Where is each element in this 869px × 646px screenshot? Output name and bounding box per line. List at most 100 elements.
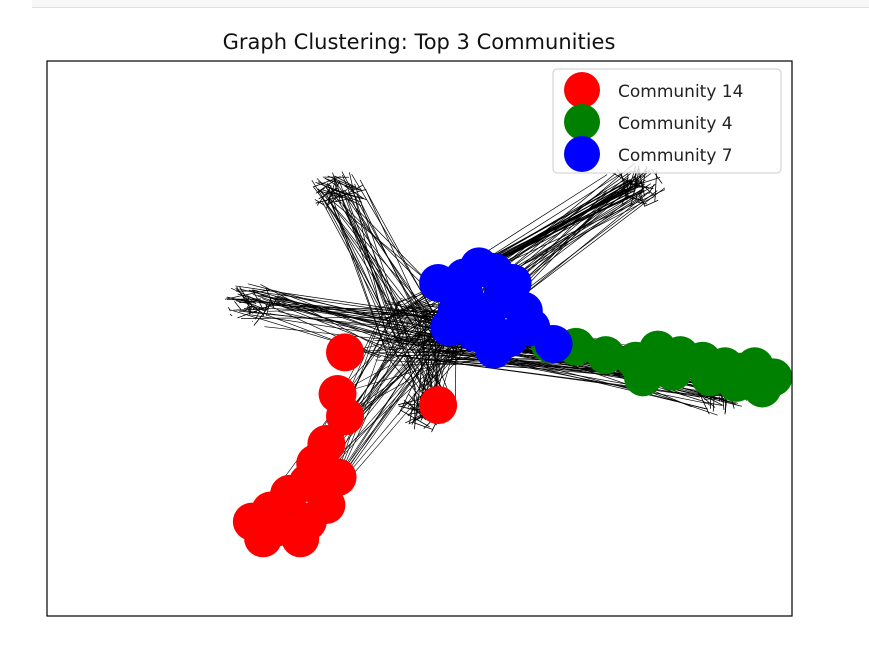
edge: [262, 303, 268, 317]
legend-label-community-14: Community 14: [618, 82, 743, 102]
edge: [422, 362, 448, 390]
edge: [334, 191, 363, 203]
node-point: [326, 333, 364, 372]
edge: [249, 300, 258, 303]
edge: [234, 301, 242, 311]
edge: [239, 286, 251, 305]
node-point: [419, 386, 458, 425]
legend-box: [552, 68, 782, 174]
edge: [317, 187, 325, 194]
edge: [345, 211, 404, 318]
edge: [247, 295, 251, 312]
edge: [409, 407, 413, 424]
edge: [272, 295, 279, 307]
edge: [344, 184, 363, 196]
edge: [253, 301, 274, 326]
edge: [252, 289, 263, 309]
edge: [322, 201, 385, 317]
edge: [408, 402, 427, 421]
legend-marker-community-7: [564, 136, 600, 172]
edge: [485, 189, 644, 266]
edge: [344, 185, 364, 199]
edge: [227, 307, 231, 312]
edge: [704, 401, 723, 406]
node-point: [475, 330, 513, 369]
edge: [252, 305, 261, 313]
edge: [411, 418, 415, 425]
edge: [634, 181, 636, 183]
edge: [324, 177, 338, 187]
legend-label-community-7: Community 7: [618, 146, 733, 166]
edge: [317, 188, 441, 325]
edge: [430, 339, 437, 388]
edge: [335, 180, 354, 191]
edge: [260, 284, 389, 353]
legend-marker-community-14: [564, 72, 600, 108]
node-point: [326, 397, 364, 436]
legend-marker-community-4: [564, 104, 600, 140]
edge: [654, 171, 658, 202]
node-point: [445, 275, 484, 314]
edge: [253, 305, 266, 312]
edge: [341, 192, 364, 200]
edge: [644, 199, 659, 207]
edge: [315, 179, 335, 194]
edge: [630, 183, 654, 190]
edge: [252, 311, 258, 314]
edge: [255, 310, 261, 320]
chart-title: Graph Clustering: Top 3 Communities: [223, 30, 616, 54]
edge: [327, 175, 363, 191]
node-point: [281, 519, 320, 558]
plot-area-frame: [46, 60, 793, 617]
edge: [326, 193, 397, 340]
edge: [265, 287, 275, 308]
edge: [412, 421, 433, 430]
edge: [346, 197, 387, 304]
edge: [705, 396, 725, 407]
edge: [318, 188, 338, 200]
node-point: [691, 358, 730, 397]
edge: [247, 296, 257, 305]
edge: [326, 182, 386, 350]
edge: [265, 297, 272, 316]
edge: [638, 193, 644, 204]
series-community-7: [419, 247, 573, 369]
edge: [236, 300, 253, 305]
nodes-layer: [232, 247, 793, 558]
edge: [239, 301, 256, 304]
series-community-14: [232, 333, 458, 558]
edge: [315, 182, 357, 198]
edge: [334, 175, 356, 188]
edge: [253, 307, 268, 309]
edge: [337, 353, 433, 478]
edge: [243, 305, 252, 312]
edge: [252, 294, 381, 319]
edge: [319, 190, 343, 199]
notebook-cell-edge: [32, 0, 869, 8]
edge: [311, 180, 396, 312]
edge: [312, 176, 341, 188]
edge: [229, 313, 233, 317]
edge: [247, 306, 251, 315]
node-point: [318, 458, 357, 497]
edge: [348, 198, 362, 207]
edge: [343, 189, 353, 199]
node-point: [586, 336, 625, 375]
edge: [342, 200, 402, 342]
node-point: [534, 325, 573, 364]
edge: [239, 310, 409, 329]
legend: Community 14 Community 4 Community 7: [552, 68, 782, 174]
edge: [250, 314, 397, 338]
edge: [490, 187, 631, 263]
edge: [251, 305, 255, 310]
legend-label-community-4: Community 4: [618, 114, 733, 134]
edge: [635, 194, 638, 201]
edge: [338, 194, 353, 203]
edge: [400, 409, 430, 428]
edge: [425, 340, 709, 410]
edge: [268, 313, 272, 316]
series-community-4: [530, 325, 793, 408]
edge: [338, 194, 344, 198]
edge: [224, 289, 271, 300]
